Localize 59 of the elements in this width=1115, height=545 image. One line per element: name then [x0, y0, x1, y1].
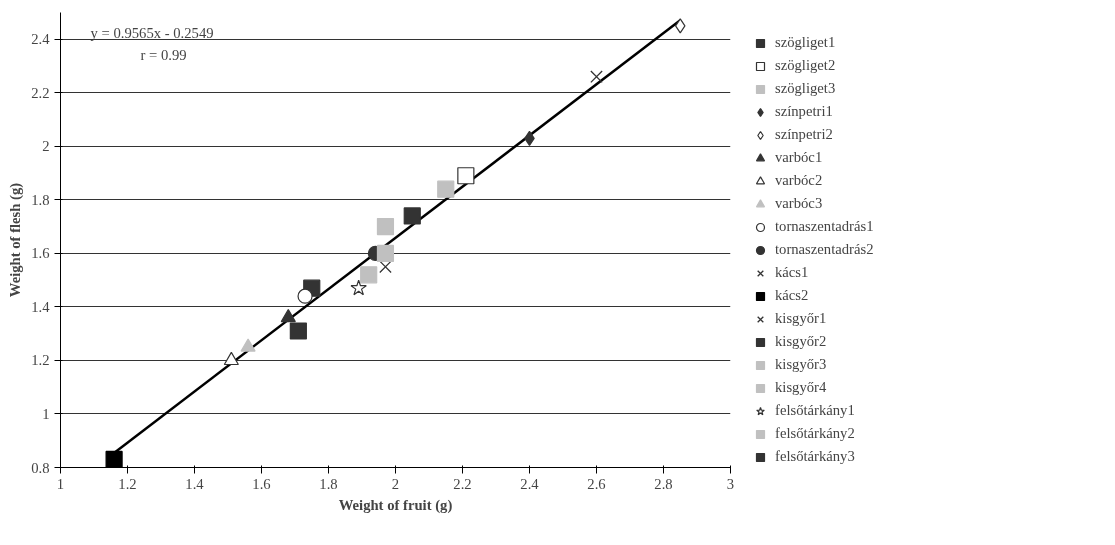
point	[379, 260, 392, 274]
annotation: y = 0.9565x - 0.2549	[90, 24, 214, 41]
legend-label: varbóc2	[775, 171, 823, 190]
legend-label: varbóc1	[775, 148, 823, 167]
x-tick-label: 1.8	[319, 475, 338, 492]
point	[590, 70, 603, 84]
point	[105, 450, 123, 468]
legend-label: tornaszentadrás2	[775, 240, 874, 259]
point	[350, 279, 367, 296]
legend-label: kisgyőr4	[775, 378, 827, 397]
legend-label: kisgyőr3	[775, 355, 827, 374]
point	[240, 338, 256, 352]
x-tick-label: 3	[726, 475, 735, 492]
y-tick-label: 1.8	[31, 191, 50, 208]
legend-label: színpetri1	[775, 102, 833, 121]
legend-label: kisgyőr1	[775, 309, 827, 328]
point	[457, 167, 475, 185]
point	[376, 218, 395, 236]
point	[223, 351, 239, 366]
point	[360, 266, 378, 284]
legend-label: színpetri2	[775, 125, 833, 144]
point	[437, 180, 455, 198]
x-tick-label: 2.6	[587, 475, 606, 492]
legend-label: kisgyőr2	[775, 332, 827, 351]
point	[280, 308, 296, 323]
y-tick-label: 1.4	[31, 298, 51, 315]
x-tick-label: 1.6	[252, 475, 271, 492]
point	[376, 244, 395, 262]
y-tick-label: 2.4	[31, 31, 51, 48]
x-axis-title: Weight of fruit (g)	[338, 496, 453, 514]
point	[289, 322, 307, 340]
legend-label: szögliget3	[775, 79, 836, 98]
legend-label: szögliget2	[775, 56, 836, 75]
legend-label: felsőtárkány2	[775, 424, 855, 443]
legend-label: kács2	[775, 286, 809, 305]
y-tick-label: 2.2	[31, 84, 50, 101]
y-tick-label: 0.8	[31, 459, 50, 476]
x-tick-label: 2.2	[453, 475, 472, 492]
x-tick-label: 2	[391, 475, 400, 492]
legend-label: felsőtárkány3	[775, 447, 855, 466]
y-tick-label: 2	[42, 138, 50, 155]
legend-label: tornaszentadrás1	[775, 217, 874, 236]
y-tick-label: 1.2	[31, 352, 50, 369]
y-tick-label: 1	[42, 405, 50, 422]
point	[297, 288, 313, 304]
legend-label: kács1	[775, 263, 809, 282]
annotation: r = 0.99	[140, 46, 187, 63]
x-tick-label: 2.4	[520, 475, 540, 492]
x-tick-label: 2.8	[654, 475, 673, 492]
y-axis-title: Weight of flesh (g)	[7, 182, 25, 298]
x-tick-label: 1.4	[185, 475, 205, 492]
legend-label: varbóc3	[775, 194, 823, 213]
point	[403, 207, 421, 225]
legend-label: felsőtárkány1	[775, 401, 855, 420]
x-tick-label: 1	[56, 475, 65, 492]
legend-label: szögliget1	[775, 33, 836, 52]
x-tick-label: 1.2	[118, 475, 137, 492]
point	[674, 18, 686, 34]
y-tick-label: 1.6	[31, 245, 50, 262]
